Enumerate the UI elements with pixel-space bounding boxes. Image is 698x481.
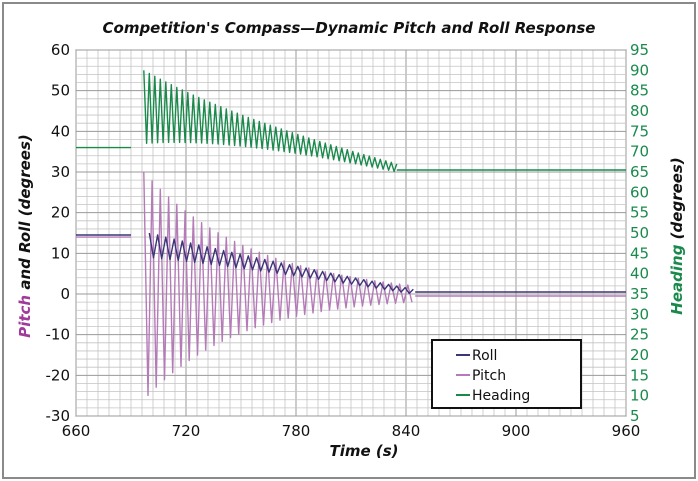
pitch-word: Pitch	[16, 295, 34, 338]
right-axis-ticks: 5 10 15 20 25 30 35 40 45 50 55 60 65 70 75 80 85 90 95	[630, 41, 649, 425]
left-tick-label: 20	[51, 204, 70, 222]
right-tick-label: 65	[630, 163, 649, 181]
x-tick-label: 840	[392, 422, 421, 440]
plot-traces	[76, 70, 626, 397]
right-tick-label: 75	[630, 122, 649, 140]
right-tick-label: 50	[630, 224, 649, 242]
chart-svg: Competition's Compass—Dynamic Pitch and …	[16, 19, 686, 460]
left-tick-label: -30	[46, 407, 71, 425]
x-tick-label: 900	[502, 422, 531, 440]
legend-label-roll: Roll	[472, 348, 497, 364]
right-tick-label: 25	[630, 326, 649, 344]
left-tick-label: 60	[51, 41, 70, 59]
series-line-pitch	[143, 171, 413, 397]
right-tick-label: 60	[630, 183, 649, 201]
legend-label-heading: Heading	[472, 388, 530, 404]
right-tick-label: 45	[630, 244, 649, 262]
right-tick-label: 35	[630, 285, 649, 303]
right-tick-label: 10	[630, 387, 649, 405]
right-axis-label: Heading (degrees)	[668, 157, 686, 314]
right-tick-label: 40	[630, 265, 649, 283]
x-axis-ticks: 660 720 780 840 900 960	[62, 422, 641, 440]
right-tick-label: 5	[630, 407, 640, 425]
left-tick-label: 0	[60, 285, 70, 303]
x-tick-label: 720	[172, 422, 201, 440]
left-tick-label: 30	[51, 163, 70, 181]
right-tick-label: 70	[630, 143, 649, 161]
right-tick-label: 80	[630, 102, 649, 120]
right-tick-label: 85	[630, 82, 649, 100]
x-axis-label: Time (s)	[329, 442, 398, 460]
left-tick-label: 40	[51, 122, 70, 140]
left-axis-ticks: -30 -20 -10 0 10 20 30 40 50 60	[46, 41, 71, 425]
right-tick-label: 95	[630, 41, 649, 59]
right-tick-label: 20	[630, 346, 649, 364]
chart-title: Competition's Compass—Dynamic Pitch and …	[103, 19, 596, 37]
legend-label-pitch: Pitch	[472, 368, 506, 384]
right-tick-label: 15	[630, 366, 649, 384]
right-tick-label: 90	[630, 61, 649, 79]
left-axis-label: Pitch and Roll (degrees)	[16, 134, 34, 338]
left-tick-label: 10	[51, 244, 70, 262]
x-tick-label: 780	[282, 422, 311, 440]
x-tick-label: 660	[62, 422, 91, 440]
left-tick-label: -10	[46, 326, 71, 344]
legend: Roll Pitch Heading	[431, 339, 582, 409]
left-tick-label: -20	[46, 366, 71, 384]
x-tick-label: 960	[612, 422, 641, 440]
series-line-heading	[143, 70, 398, 173]
left-tick-label: 50	[51, 82, 70, 100]
right-tick-label: 30	[630, 305, 649, 323]
right-tick-label: 55	[630, 204, 649, 222]
series-line-roll	[148, 232, 414, 295]
